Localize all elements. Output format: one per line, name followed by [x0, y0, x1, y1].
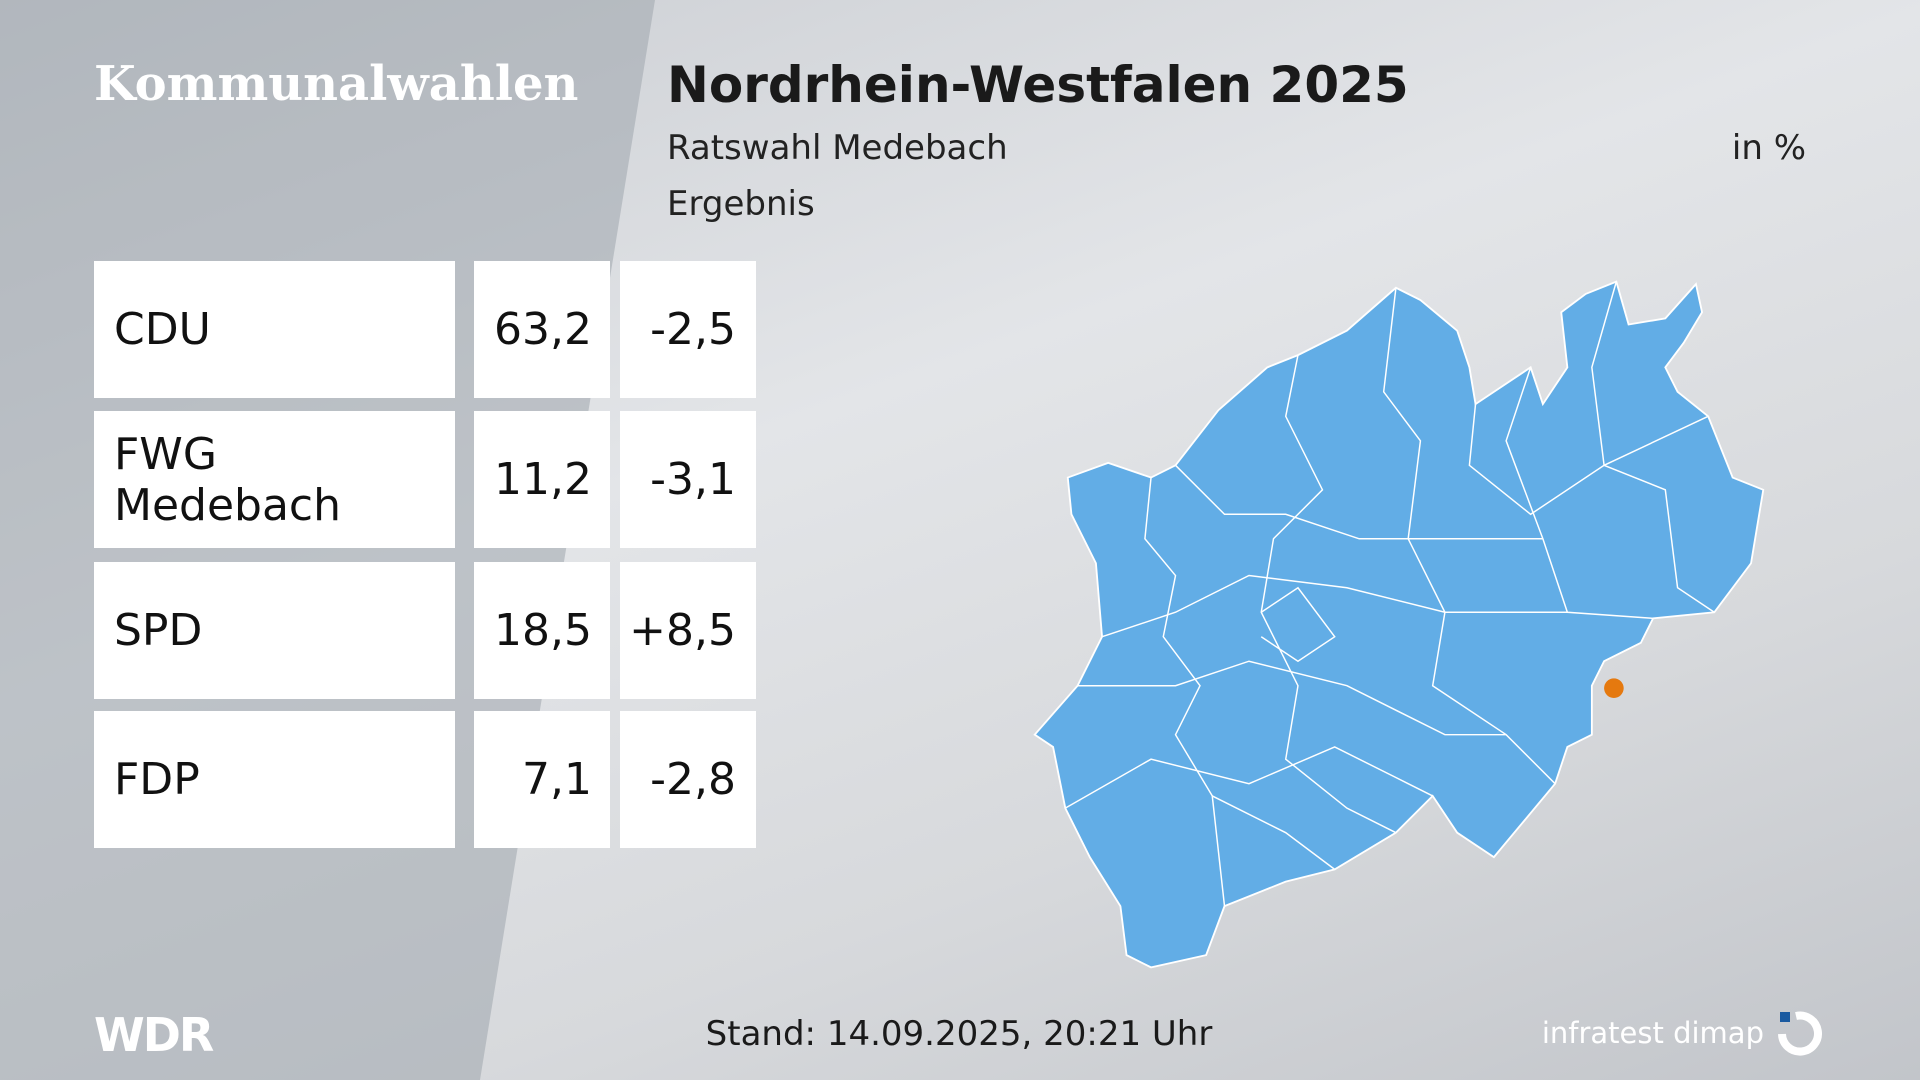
vote-share: 11,2 [474, 411, 610, 548]
vote-share: 7,1 [474, 711, 610, 848]
status: Ergebnis [667, 184, 815, 224]
title: Nordrhein-Westfalen 2025 [667, 56, 1409, 114]
municipality-marker [1604, 678, 1624, 698]
section-title: Kommunalwahlen [94, 56, 579, 112]
map-outline [1033, 280, 1765, 969]
timestamp: Stand: 14.09.2025, 20:21 Uhr [705, 1014, 1213, 1054]
institute-logo [1778, 1011, 1822, 1056]
vote-change: +8,5 [620, 562, 756, 699]
unit: in % [1731, 128, 1806, 168]
vote-share: 63,2 [474, 261, 610, 398]
vote-change: -3,1 [620, 411, 756, 548]
party-name: FWG Medebach [94, 411, 455, 548]
subtitle: Ratswahl Medebach [667, 128, 1008, 168]
vote-change: -2,5 [620, 261, 756, 398]
broadcaster-logo: WDR [94, 1008, 214, 1062]
party-name: FDP [94, 711, 455, 848]
district-borders [1064, 281, 1715, 907]
party-name: CDU [94, 261, 455, 398]
party-name: SPD [94, 562, 455, 699]
vote-share: 18,5 [474, 562, 610, 699]
institute: infratest dimap [1541, 1016, 1764, 1050]
nrw-map [1033, 280, 1765, 969]
vote-change: -2,8 [620, 711, 756, 848]
